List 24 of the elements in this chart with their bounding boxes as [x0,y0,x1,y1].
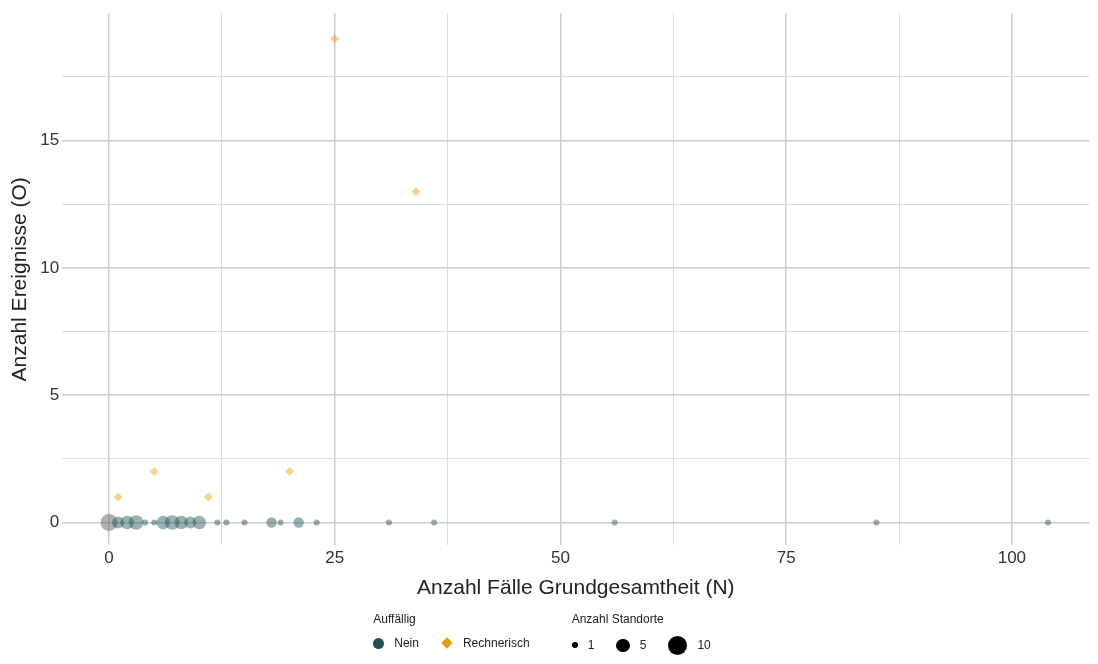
x-tick-label: 75 [776,548,796,568]
point [113,492,123,502]
legend-label: Nein [394,636,419,650]
y-axis-title: Anzahl Ereignisse (O) [7,177,31,382]
point [149,467,159,477]
x-tick-label: 25 [325,548,345,568]
x-axis-title: Anzahl Fälle Grundgesamtheit (N) [417,575,735,599]
y-tick-label: 0 [49,512,60,532]
legend-label: 10 [697,638,711,653]
legend-label: Rechnerisch [462,636,530,650]
point [411,186,421,196]
legend-label: 1 [587,638,595,653]
x-tick-label: 100 [997,548,1027,568]
text: Anzahl Standorte [571,612,665,626]
y-tick-label: 10 [40,257,60,277]
legend-title: Auffällig [373,612,417,626]
y-tick-label: 5 [49,384,60,404]
point [330,34,340,44]
point [285,467,295,477]
legend-label: 5 [639,638,647,653]
y-tick-label: 15 [40,130,60,150]
x-tick-label: 0 [104,548,114,568]
x-tick-label: 50 [551,548,570,568]
point [203,492,213,502]
